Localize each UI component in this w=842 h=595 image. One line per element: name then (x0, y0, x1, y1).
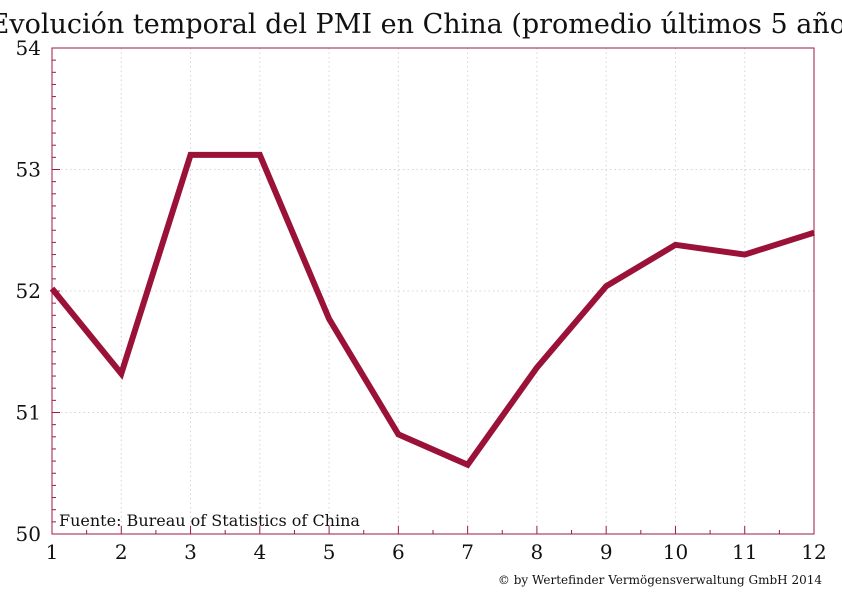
y-axis-tick-labels: 50 51 52 53 54 (16, 36, 41, 546)
copyright-annotation: © by Wertefinder Vermögensverwaltung Gmb… (498, 573, 822, 587)
y-tick-label-53: 53 (16, 158, 41, 182)
x-tick-label-7: 7 (461, 540, 474, 564)
x-tick-label-1: 1 (46, 540, 59, 564)
x-tick-label-8: 8 (531, 540, 544, 564)
y-tick-label-54: 54 (16, 36, 41, 60)
x-axis-tick-labels: 1 2 3 4 5 6 7 8 9 10 11 12 (46, 540, 827, 564)
y-tick-label-52: 52 (16, 279, 41, 303)
x-tick-label-2: 2 (115, 540, 128, 564)
grid-lines (52, 48, 814, 534)
x-tick-label-11: 11 (732, 540, 757, 564)
x-tick-label-6: 6 (392, 540, 405, 564)
x-tick-label-10: 10 (663, 540, 688, 564)
series-line-0 (49, 151, 815, 469)
series-layer (49, 151, 815, 469)
x-tick-label-12: 12 (801, 540, 826, 564)
minor-ticks (51, 47, 815, 535)
y-tick-label-51: 51 (16, 401, 41, 425)
x-tick-label-5: 5 (323, 540, 336, 564)
x-tick-label-4: 4 (253, 540, 266, 564)
source-annotation: Fuente: Bureau of Statistics of China (59, 511, 360, 530)
chart-title: Evolución temporal del PMI en China (pro… (0, 9, 842, 40)
y-tick-label-50: 50 (16, 522, 41, 546)
plot-frame (51, 47, 815, 535)
x-tick-label-9: 9 (600, 540, 613, 564)
x-tick-label-3: 3 (184, 540, 197, 564)
